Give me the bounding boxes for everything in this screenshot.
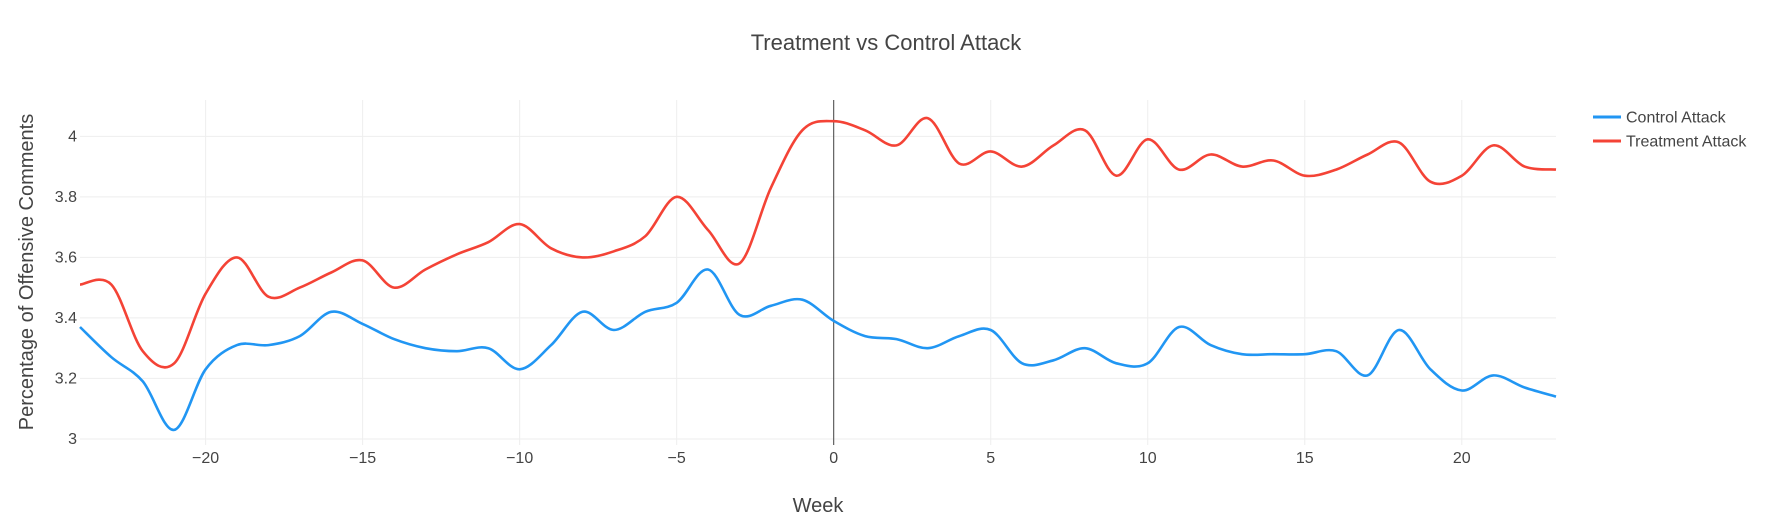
tick-layer: −20 −15 −10 −5 0 5 10 15 20 3 3.2 3.4 3.6 3.8 4 <box>55 128 1471 467</box>
legend-label: Control Attack <box>1626 110 1727 127</box>
grid-layer <box>80 100 1556 445</box>
y-axis-title: Percentage of Offensive Comments <box>16 114 38 430</box>
series-line-treatment-attack <box>79 116 1557 369</box>
x-tick-label: −5 <box>668 450 686 467</box>
chart-title: Treatment vs Control Attack <box>751 30 1023 55</box>
series-layer <box>79 116 1557 432</box>
y-tick-label: 3.6 <box>55 249 77 266</box>
x-tick-label: 0 <box>829 450 838 467</box>
x-tick-label: 5 <box>986 450 995 467</box>
y-tick-label: 3.2 <box>55 370 77 387</box>
x-axis-title: Week <box>793 495 845 517</box>
x-tick-label: −15 <box>349 450 376 467</box>
legend-label: Treatment Attack <box>1626 134 1747 151</box>
legend: Control Attack Treatment Attack <box>1593 110 1747 151</box>
series-line-control-attack <box>79 268 1557 432</box>
y-tick-label: 3.8 <box>55 189 77 206</box>
y-tick-label: 3.4 <box>55 310 77 327</box>
x-tick-label: −10 <box>506 450 533 467</box>
y-tick-label: 4 <box>68 128 77 145</box>
x-tick-label: 20 <box>1453 450 1471 467</box>
x-tick-label: −20 <box>192 450 219 467</box>
x-tick-label: 10 <box>1139 450 1157 467</box>
x-tick-label: 15 <box>1296 450 1314 467</box>
y-tick-label: 3 <box>68 431 77 448</box>
